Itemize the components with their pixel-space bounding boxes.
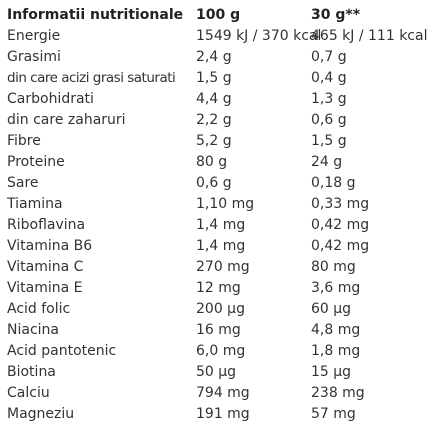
table-row: Magneziu 191 mg 57 mg [0,404,436,425]
nutrition-table: Informatii nutritionale 100 g 30 g** Ene… [0,5,436,425]
value-per-100g-cell: 5,2 g [196,133,232,149]
nutrient-name-cell: Vitamina C [7,259,84,275]
header-nutrient: Informatii nutritionale [7,7,184,23]
value-per-100g-cell: 1549 kJ / 370 kcal [196,28,322,44]
value-per-100g-cell: 80 g [196,154,228,170]
table-header: Informatii nutritionale 100 g 30 g** [0,5,436,26]
nutrient-name-cell: din care zaharuri [7,112,126,128]
nutrient-name-cell: Carbohidrati [7,91,94,107]
table-row: Niacina 16 mg 4,8 mg [0,320,436,341]
nutrient-name-cell: Proteine [7,154,65,170]
table-row: Proteine 80 g 24 g [0,152,436,173]
table-row: Calciu 794 mg 238 mg [0,383,436,404]
nutrient-name-cell: Niacina [7,322,59,338]
value-per-30g-cell: 1,5 g [311,133,347,149]
value-per-100g-cell: 6,0 mg [196,343,246,359]
nutrient-name-cell: Acid pantotenic [7,343,117,359]
table-body: Energie 1549 kJ / 370 kcal 465 kJ / 111 kc… [0,26,436,425]
header-row: Informatii nutritionale 100 g 30 g** [0,5,436,26]
value-per-100g-cell: 12 mg [196,280,241,296]
nutrient-name-cell: Biotina [7,364,56,380]
value-per-100g-cell: 200 µg [196,301,245,317]
nutrient-name-cell: Vitamina E [7,280,83,296]
table-row: Acid pantotenic 6,0 mg 1,8 mg [0,341,436,362]
value-per-30g-cell: 1,8 mg [311,343,361,359]
value-per-100g-cell: 794 mg [196,385,250,401]
value-per-30g-cell: 0,7 g [311,49,347,65]
table-row: Riboflavina 1,4 mg 0,42 mg [0,215,436,236]
table-row: Vitamina C 270 mg 80 mg [0,257,436,278]
table-row: Biotina 50 µg 15 µg [0,362,436,383]
value-per-100g-cell: 2,2 g [196,112,232,128]
value-per-100g-cell: 191 mg [196,406,250,422]
table-row: din care acizi grasi saturati 1,5 g 0,4 g [0,68,436,89]
value-per-30g-cell: 80 mg [311,259,356,275]
value-per-30g-cell: 0,4 g [311,70,347,86]
value-per-100g-cell: 0,6 g [196,175,232,191]
value-per-30g-cell: 15 µg [311,364,352,380]
value-per-30g-cell: 60 µg [311,301,352,317]
table-row: Carbohidrati 4,4 g 1,3 g [0,89,436,110]
value-per-30g-cell: 4,8 mg [311,322,361,338]
value-per-100g-cell: 16 mg [196,322,241,338]
nutrient-name-cell: Magneziu [7,406,75,422]
table-row: Acid folic 200 µg 60 µg [0,299,436,320]
value-per-30g-cell: 0,18 g [311,175,356,191]
value-per-100g-cell: 4,4 g [196,91,232,107]
nutrient-name-cell: Riboflavina [7,217,86,233]
value-per-30g-cell: 465 kJ / 111 kcal [311,28,428,44]
value-per-100g-cell: 270 mg [196,259,250,275]
nutrient-name-cell: Tiamina [7,196,63,212]
table-row: Vitamina B6 1,4 mg 0,42 mg [0,236,436,257]
value-per-100g-cell: 50 µg [196,364,237,380]
value-per-30g-cell: 24 g [311,154,343,170]
value-per-30g-cell: 0,42 mg [311,238,370,254]
table-row: Grasimi 2,4 g 0,7 g [0,47,436,68]
value-per-30g-cell: 0,6 g [311,112,347,128]
value-per-30g-cell: 0,42 mg [311,217,370,233]
nutrient-name-cell: Calciu [7,385,50,401]
value-per-30g-cell: 57 mg [311,406,356,422]
nutrient-name-cell: din care acizi grasi saturati [7,70,176,86]
header-per-30g: 30 g** [311,7,361,23]
nutrient-name-cell: Sare [7,175,39,191]
nutrient-name-cell: Acid folic [7,301,71,317]
nutrient-name-cell: Fibre [7,133,41,149]
nutrient-name-cell: Vitamina B6 [7,238,93,254]
table-row: Vitamina E 12 mg 3,6 mg [0,278,436,299]
table-row: din care zaharuri 2,2 g 0,6 g [0,110,436,131]
header-per-100g: 100 g [196,7,241,23]
value-per-100g-cell: 1,4 mg [196,238,246,254]
value-per-30g-cell: 3,6 mg [311,280,361,296]
value-per-100g-cell: 1,4 mg [196,217,246,233]
table-row: Energie 1549 kJ / 370 kcal 465 kJ / 111 kc… [0,26,436,47]
value-per-100g-cell: 1,10 mg [196,196,255,212]
nutrient-name-cell: Grasimi [7,49,61,65]
value-per-100g-cell: 2,4 g [196,49,232,65]
value-per-30g-cell: 0,33 mg [311,196,370,212]
value-per-100g-cell: 1,5 g [196,70,232,86]
table-row: Sare 0,6 g 0,18 g [0,173,436,194]
value-per-30g-cell: 238 mg [311,385,365,401]
table-row: Fibre 5,2 g 1,5 g [0,131,436,152]
value-per-30g-cell: 1,3 g [311,91,347,107]
nutrient-name-cell: Energie [7,28,61,44]
table-row: Tiamina 1,10 mg 0,33 mg [0,194,436,215]
